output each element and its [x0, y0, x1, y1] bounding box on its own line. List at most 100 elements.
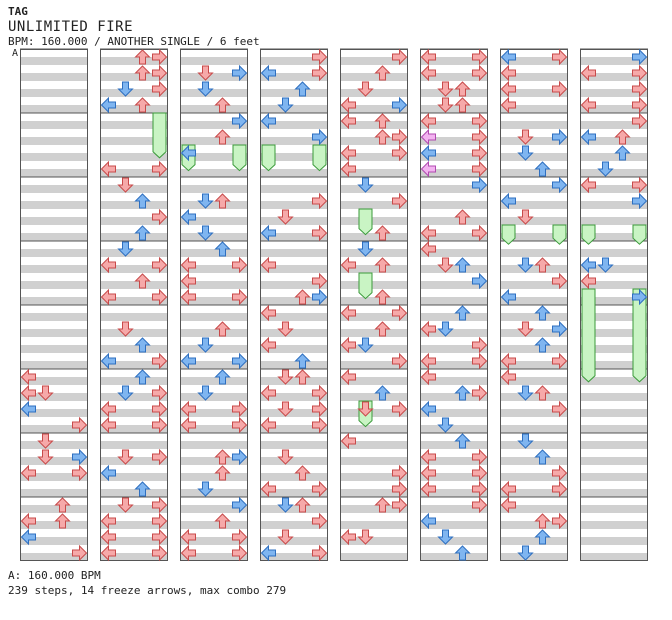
step-arrow-left	[260, 384, 276, 402]
beat-stripe	[580, 345, 648, 353]
step-arrow-down	[437, 417, 454, 433]
step-arrow-right	[552, 176, 568, 194]
beat-stripe	[420, 329, 488, 337]
beat-stripe	[20, 313, 88, 321]
beat-stripe	[580, 73, 648, 81]
beat-stripe	[420, 505, 488, 513]
beat-stripe	[180, 345, 248, 353]
step-arrow-right	[312, 272, 328, 290]
beat-stripe	[500, 521, 568, 529]
step-arrow-down	[197, 385, 214, 401]
step-arrow-up	[214, 241, 231, 257]
step-arrow-left	[500, 352, 516, 370]
beat-stripe	[500, 201, 568, 209]
step-arrow-up	[134, 337, 151, 353]
beat-stripe	[580, 521, 648, 529]
beat-stripe	[500, 329, 568, 337]
step-arrow-left	[500, 192, 516, 210]
beat-stripe	[180, 89, 248, 97]
beat-stripe	[180, 185, 248, 193]
step-arrow-left	[260, 480, 276, 498]
beat-stripe	[340, 185, 408, 193]
beat-stripe	[580, 409, 648, 417]
beat-stripe	[20, 409, 88, 417]
beat-stripe	[180, 409, 248, 417]
beat-stripe	[180, 137, 248, 145]
step-arrow-up	[54, 497, 71, 513]
step-arrow-left	[340, 144, 356, 162]
beat-stripe	[20, 425, 88, 433]
beat-stripe	[260, 521, 328, 529]
step-arrow-right	[632, 48, 648, 66]
beat-stripe	[420, 553, 488, 561]
beat-stripe	[580, 105, 648, 113]
beat-stripe	[500, 89, 568, 97]
beat-stripe	[260, 201, 328, 209]
beat-stripe	[180, 281, 248, 289]
step-arrow-down	[117, 449, 134, 465]
chart-column	[20, 48, 88, 561]
step-arrow-right	[312, 384, 328, 402]
step-arrow-right	[632, 64, 648, 82]
step-arrow-left	[180, 544, 196, 562]
beat-stripe	[500, 233, 568, 241]
step-arrow-right	[72, 416, 88, 434]
beat-stripe	[420, 345, 488, 353]
freeze-arrow	[261, 144, 276, 172]
beat-stripe	[100, 137, 168, 145]
step-arrow-up	[614, 129, 631, 145]
beat-stripe	[420, 537, 488, 545]
beat-stripe	[580, 201, 648, 209]
beat-stripe	[580, 89, 648, 97]
step-arrow-up	[534, 337, 551, 353]
step-arrow-left	[180, 352, 196, 370]
step-arrow-right	[152, 352, 168, 370]
footer-stats: 239 steps, 14 freeze arrows, max combo 2…	[8, 584, 287, 597]
step-arrow-down	[37, 433, 54, 449]
beat-stripe	[260, 217, 328, 225]
beat-stripe	[500, 425, 568, 433]
column-border	[260, 49, 328, 561]
step-arrow-right	[472, 144, 488, 162]
step-arrow-left	[420, 480, 436, 498]
step-arrow-left	[420, 240, 436, 258]
step-arrow-up	[534, 529, 551, 545]
freeze-arrow	[232, 144, 247, 172]
step-arrow-right	[392, 480, 408, 498]
beat-stripe	[500, 473, 568, 481]
freeze-arrow	[581, 224, 596, 245]
step-arrow-right	[232, 400, 248, 418]
step-arrow-right	[152, 448, 168, 466]
step-arrow-right	[392, 400, 408, 418]
step-arrow-down	[357, 529, 374, 545]
step-arrow-down	[597, 161, 614, 177]
beat-stripe	[100, 105, 168, 113]
beat-stripe	[100, 313, 168, 321]
step-arrow-up	[134, 225, 151, 241]
beat-stripe	[260, 121, 328, 129]
beat-stripe	[180, 473, 248, 481]
beat-stripe	[260, 361, 328, 369]
beat-stripe	[100, 281, 168, 289]
beat-stripe	[500, 489, 568, 497]
step-arrow-left	[100, 528, 116, 546]
step-arrow-right	[232, 416, 248, 434]
beat-stripe	[420, 57, 488, 65]
step-arrow-left	[260, 336, 276, 354]
step-arrow-right	[72, 464, 88, 482]
step-arrow-right	[632, 192, 648, 210]
step-arrow-down	[517, 385, 534, 401]
step-arrow-right	[312, 544, 328, 562]
step-arrow-right	[392, 128, 408, 146]
chart-column	[420, 48, 488, 561]
beat-stripe	[340, 201, 408, 209]
step-arrow-left	[340, 112, 356, 130]
beat-stripe	[500, 57, 568, 65]
step-arrow-left	[180, 144, 196, 162]
step-arrow-left	[100, 400, 116, 418]
beat-stripe	[260, 169, 328, 177]
beat-stripe	[340, 441, 408, 449]
step-arrow-up	[134, 49, 151, 65]
beat-stripe	[20, 169, 88, 177]
step-arrow-right	[312, 288, 328, 306]
